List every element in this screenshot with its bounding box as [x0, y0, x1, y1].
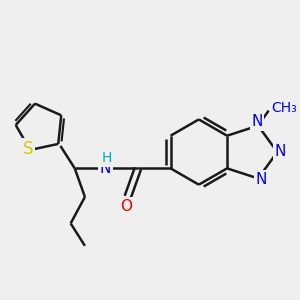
Text: H: H [101, 151, 112, 165]
Text: N: N [275, 143, 286, 158]
Text: N: N [256, 172, 267, 187]
Text: O: O [120, 199, 132, 214]
Text: N: N [100, 161, 111, 176]
Text: CH₃: CH₃ [272, 100, 297, 115]
Text: N: N [251, 114, 263, 129]
Text: S: S [23, 140, 33, 158]
